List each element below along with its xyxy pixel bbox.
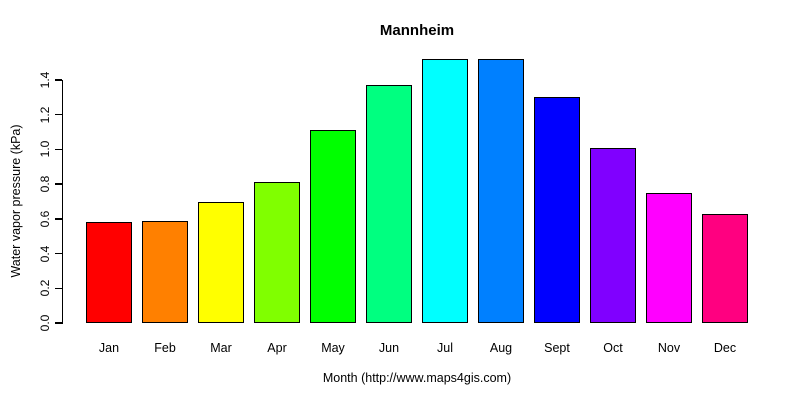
- x-tick-label-feb: Feb: [154, 341, 176, 355]
- bar-sept: [534, 97, 580, 323]
- y-axis-tick: [54, 287, 62, 290]
- y-axis-tick: [54, 322, 62, 324]
- x-axis-title: Month (http://www.maps4gis.com): [322, 371, 512, 385]
- y-axis-line: [61, 80, 63, 325]
- bar-nov: [646, 192, 692, 323]
- bar-oct: [590, 147, 636, 323]
- bar-jun: [366, 85, 412, 323]
- x-tick-label-mar: Mar: [210, 341, 232, 355]
- y-tick-label: 0.4: [38, 245, 52, 262]
- y-tick-label: 0.6: [38, 210, 52, 228]
- chart-title: Mannheim: [379, 22, 455, 39]
- bar-feb: [142, 220, 188, 323]
- x-tick-label-nov: Nov: [657, 341, 681, 355]
- y-tick-label: 1.4: [38, 71, 52, 89]
- y-axis-tick: [54, 113, 62, 116]
- y-tick-label: 0.0: [38, 314, 52, 332]
- x-tick-label-jun: Jun: [378, 341, 400, 355]
- y-tick-label: 1.2: [38, 106, 52, 124]
- x-tick-label-oct: Oct: [603, 341, 623, 355]
- x-tick-label-aug: Aug: [489, 341, 513, 355]
- x-tick-label-dec: Dec: [713, 341, 737, 355]
- x-tick-label-jan: Jan: [98, 341, 120, 355]
- y-axis-tick: [54, 79, 62, 81]
- x-tick-label-apr: Apr: [267, 341, 287, 355]
- y-axis-tick: [54, 218, 62, 220]
- y-tick-label: 0.8: [38, 175, 52, 193]
- y-axis-title: Water vapor pressure (kPa): [9, 124, 23, 278]
- bar-dec: [702, 213, 748, 323]
- bar-apr: [254, 182, 300, 323]
- bar-jan: [86, 222, 132, 323]
- x-tick-label-jul: Jul: [437, 341, 453, 355]
- y-axis-tick: [54, 148, 62, 151]
- y-axis-tick: [54, 252, 62, 255]
- x-tick-label-sept: Sept: [544, 341, 570, 355]
- y-tick-label: 0.2: [38, 279, 52, 297]
- x-tick-label-may: May: [321, 341, 345, 355]
- bar-may: [310, 130, 356, 323]
- bar-jul: [422, 59, 468, 323]
- y-tick-label: 1.0: [38, 141, 52, 158]
- bar-aug: [478, 59, 524, 323]
- y-axis-tick: [54, 183, 62, 185]
- bar-mar: [198, 201, 244, 323]
